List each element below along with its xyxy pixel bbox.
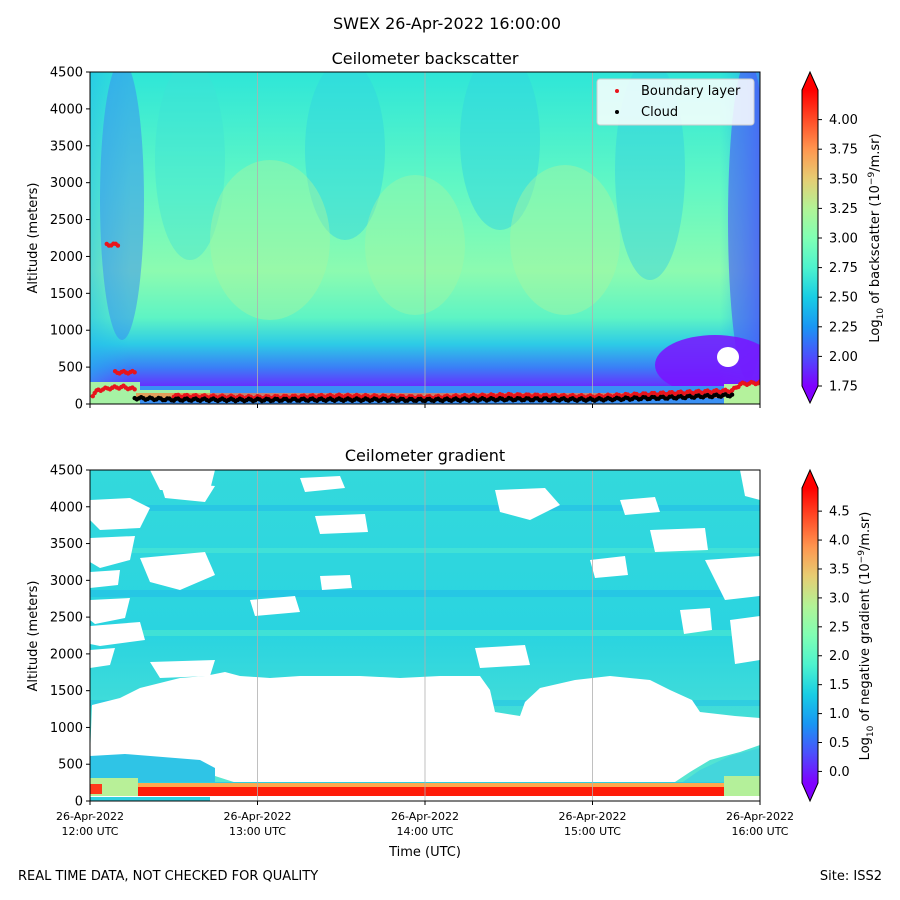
- boundary-layer-point: [757, 379, 760, 384]
- legend-marker-cloud: [615, 110, 619, 114]
- backscatter-panel: Ceilometer backscatter: [26, 49, 886, 413]
- gradient-x-axis: 26-Apr-2022 12:00 UTC 26-Apr-2022 13:00 UTC…: [56, 801, 794, 838]
- boundary-layer-point: [132, 370, 137, 375]
- x-tick-label: 13:00 UTC: [229, 825, 286, 838]
- y-tick-label: 0: [75, 398, 83, 413]
- y-tick-label: 1000: [50, 324, 83, 339]
- colorbar-tick-label: 3.00: [829, 232, 858, 247]
- backscatter-title: Ceilometer backscatter: [332, 49, 519, 68]
- x-tick-label: 26-Apr-2022: [726, 810, 794, 823]
- boundary-layer-point: [132, 387, 137, 392]
- backscatter-colorbar: 1.75 2.00 2.25 2.50 2.75 3.00 3.25 3.50 3.75 4.00…: [801, 70, 886, 405]
- colorbar-tick-label: 4.00: [829, 113, 858, 128]
- cloud-point: [729, 392, 735, 397]
- x-tick-label: 14:00 UTC: [396, 825, 453, 838]
- y-tick-label: 4500: [50, 66, 83, 81]
- legend-label-cloud: Cloud: [641, 105, 678, 120]
- y-tick-label: 2000: [50, 250, 83, 265]
- footer-site-label: Site: ISS2: [819, 869, 882, 884]
- y-tick-label: 3000: [50, 574, 83, 589]
- backscatter-gridlines: [257, 72, 593, 404]
- y-tick-label: 3000: [50, 176, 83, 191]
- colorbar-tick-label: 0.0: [829, 765, 850, 780]
- gradient-colorbar-label: Log10 of negative gradient (10−9/m.sr): [857, 512, 876, 761]
- colorbar-tick-label: 2.5: [829, 620, 850, 635]
- colorbar-tick-label: 3.50: [829, 172, 858, 187]
- x-tick-label: 26-Apr-2022: [391, 810, 459, 823]
- y-tick-label: 2500: [50, 213, 83, 228]
- colorbar-tick-label: 2.50: [829, 291, 858, 306]
- colorbar-tick-label: 3.0: [829, 591, 850, 606]
- colorbar-tick-label: 2.00: [829, 350, 858, 365]
- colorbar-tick-label: 3.75: [829, 143, 858, 158]
- x-tick-label: 26-Apr-2022: [558, 810, 626, 823]
- colorbar-extend-min: [802, 386, 818, 403]
- colorbar-tick-label: 0.5: [829, 736, 850, 751]
- colorbar-tick-label: 1.5: [829, 678, 850, 693]
- colorbar-tick-label: 4.0: [829, 534, 850, 549]
- colorbar-extend-max: [802, 72, 818, 90]
- backscatter-colorbar-label: Log10 of backscatter (10−9/m.sr): [867, 133, 886, 342]
- boundary-layer-point: [115, 243, 121, 248]
- colorbar-tick-label: 1.0: [829, 707, 850, 722]
- colorbar-tick-label: 3.25: [829, 202, 858, 217]
- backscatter-x-ticks: [89, 404, 761, 408]
- y-tick-label: 1500: [50, 684, 83, 699]
- y-tick-label: 3500: [50, 139, 83, 154]
- x-tick-label: 12:00 UTC: [61, 825, 118, 838]
- gradient-y-axis: 0 500 1000 1500 2000 2500 3000 3500 4000 4500: [50, 464, 90, 810]
- y-tick-label: 4000: [50, 500, 83, 515]
- figure-title: SWEX 26-Apr-2022 16:00:00: [332, 14, 561, 33]
- legend: Boundary layer Cloud: [596, 78, 755, 126]
- x-tick-label: 26-Apr-2022: [223, 810, 291, 823]
- backscatter-ylabel: Altitude (meters): [26, 183, 41, 294]
- colorbar-tick-label: 2.25: [829, 320, 858, 335]
- gradient-gridlines: [257, 470, 593, 801]
- backscatter-y-axis: 0 500 1000 1500 2000 2500 3000 3500 4000 4500: [50, 66, 90, 413]
- y-tick-label: 4000: [50, 102, 83, 117]
- x-tick-label: 15:00 UTC: [564, 825, 621, 838]
- gradient-title: Ceilometer gradient: [345, 446, 505, 465]
- colorbar-tick-label: 1.75: [829, 380, 858, 395]
- y-tick-label: 0: [75, 795, 83, 810]
- backscatter-markers: [90, 241, 760, 404]
- y-tick-label: 2000: [50, 647, 83, 662]
- y-tick-label: 3500: [50, 537, 83, 552]
- legend-label-boundary-layer: Boundary layer: [641, 84, 741, 99]
- gradient-colorbar: 0.0 0.5 1.0 1.5 2.0 2.5 3.0 3.5 4.0 4.5 Log10 of …: [801, 468, 876, 803]
- colorbar-tick-label: 2.75: [829, 261, 858, 276]
- colorbar-tick-label: 3.5: [829, 562, 850, 577]
- gradient-xlabel: Time (UTC): [388, 845, 461, 860]
- x-tick-label: 26-Apr-2022: [56, 810, 124, 823]
- colorbar-extend-min: [802, 783, 818, 801]
- gradient-panel: Ceilometer gradient: [26, 446, 876, 860]
- y-tick-label: 4500: [50, 464, 83, 479]
- y-tick-label: 500: [58, 758, 83, 773]
- y-tick-label: 1000: [50, 721, 83, 736]
- x-tick-label: 16:00 UTC: [731, 825, 788, 838]
- y-tick-label: 1500: [50, 287, 83, 302]
- colorbar-tick-label: 2.0: [829, 649, 850, 664]
- y-tick-label: 2500: [50, 611, 83, 626]
- gradient-ylabel: Altitude (meters): [26, 581, 41, 692]
- colorbar-extend-max: [802, 470, 818, 488]
- footer-quality-note: REAL TIME DATA, NOT CHECKED FOR QUALITY: [18, 869, 319, 884]
- y-tick-label: 500: [58, 361, 83, 376]
- colorbar-tick-label: 4.5: [829, 505, 850, 520]
- legend-marker-boundary-layer: [615, 89, 619, 93]
